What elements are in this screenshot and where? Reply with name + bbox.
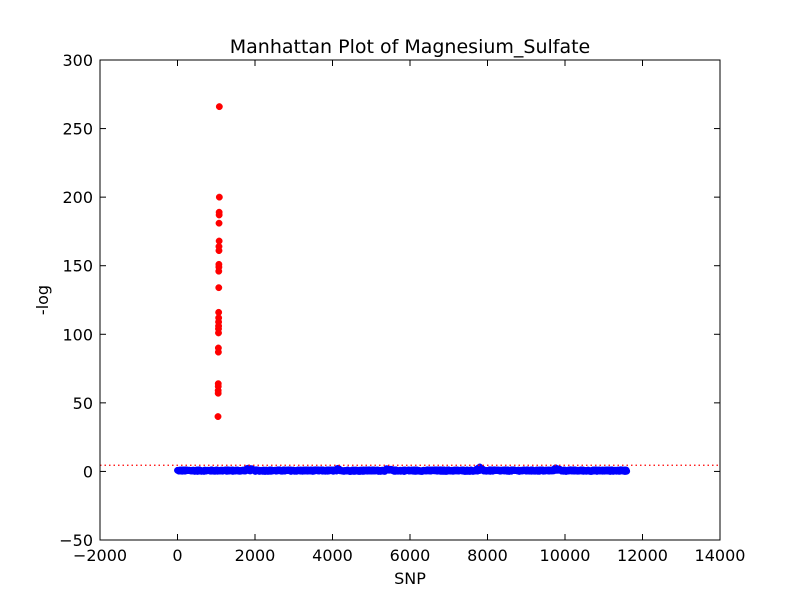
- data-point: [623, 467, 631, 475]
- y-tick-label: 150: [62, 257, 93, 276]
- y-tick-label: 250: [62, 120, 93, 139]
- x-tick-label: 2000: [235, 546, 276, 565]
- data-point: [214, 413, 222, 421]
- x-tick-label: 8000: [467, 546, 508, 565]
- chart-title: Manhattan Plot of Magnesium_Sulfate: [230, 36, 591, 58]
- y-tick-label: 200: [62, 188, 93, 207]
- data-point: [215, 193, 223, 201]
- plot-area: [100, 103, 720, 475]
- y-axis-title: -log: [33, 285, 52, 315]
- x-tick-label: 10000: [540, 546, 591, 565]
- x-tick-label: 0: [172, 546, 182, 565]
- data-point: [215, 219, 223, 227]
- x-tick-label: 6000: [390, 546, 431, 565]
- axes: −2000 0 2000 4000 6000 8000 10000 12000 14000−50…: [59, 51, 745, 565]
- x-tick-label: −2000: [73, 546, 127, 565]
- data-point: [215, 284, 223, 292]
- data-point: [214, 348, 222, 356]
- data-point: [215, 103, 223, 111]
- y-tick-label: 0: [83, 462, 93, 481]
- x-axis-title: SNP: [394, 569, 426, 588]
- y-tick-label: 50: [73, 394, 93, 413]
- data-point: [215, 247, 223, 255]
- data-point: [214, 389, 222, 397]
- y-tick-label: 100: [62, 325, 93, 344]
- data-point: [215, 329, 222, 337]
- data-point: [215, 267, 223, 275]
- y-tick-label: −50: [59, 531, 93, 550]
- plot-inner: [100, 103, 720, 475]
- x-tick-label: 4000: [312, 546, 353, 565]
- x-tick-label: 14000: [695, 546, 746, 565]
- data-point: [215, 211, 223, 219]
- x-tick-label: 12000: [617, 546, 668, 565]
- y-tick-label: 300: [62, 51, 93, 70]
